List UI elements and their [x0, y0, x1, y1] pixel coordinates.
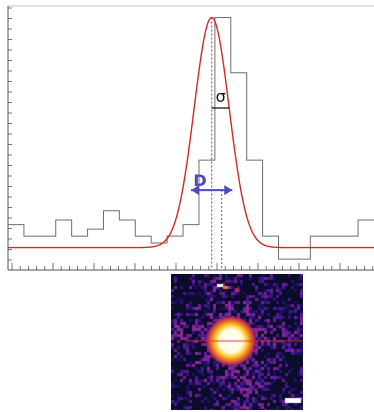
gaussian-fit [8, 16, 374, 268]
annotations: σ D [193, 87, 225, 190]
fit-curve [8, 16, 374, 249]
x-ticks [11, 263, 374, 270]
particle-image [171, 274, 303, 410]
fwhm-arrowhead-left [191, 185, 200, 196]
histogram-outline [8, 17, 374, 260]
particle-image-inset [171, 274, 303, 410]
chart-area: σ D [7, 5, 374, 271]
histogram [8, 17, 374, 260]
y-ticks [8, 7, 12, 261]
sigma-label: σ [216, 87, 226, 106]
fwhm-label: D [193, 171, 206, 190]
fwhm-arrowhead-right [224, 185, 233, 196]
